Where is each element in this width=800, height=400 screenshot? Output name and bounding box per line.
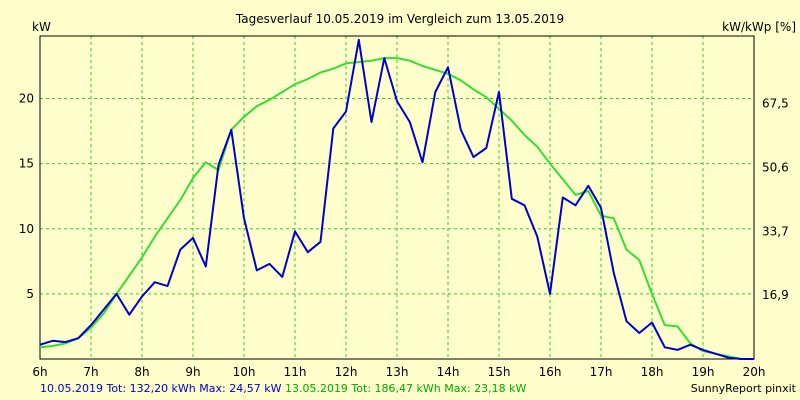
series-layer	[39, 38, 754, 360]
x-tick-label: 20h	[743, 365, 766, 379]
y-tick-label-right: 50,6	[762, 161, 789, 175]
footer-credit: SunnyReport pinxit	[690, 382, 796, 395]
x-tick-label: 17h	[590, 365, 613, 379]
y-tick-label-left: 5	[26, 287, 34, 301]
y-tick-label-right: 33,7	[762, 224, 789, 238]
x-tick-label: 9h	[185, 365, 200, 379]
chart-title: Tagesverlauf 10.05.2019 im Vergleich zum…	[235, 12, 564, 26]
x-tick-label: 12h	[335, 365, 358, 379]
footer-stats-green: 13.05.2019 Tot: 186,47 kWh Max: 23,18 kW	[284, 382, 527, 395]
y-axis-label-left: kW	[32, 20, 51, 34]
plot-frame	[39, 35, 755, 360]
series-line-10-05-2019	[39, 38, 754, 360]
x-tick-label: 16h	[539, 365, 562, 379]
x-tick-label: 13h	[386, 365, 409, 379]
x-tick-label: 14h	[437, 365, 460, 379]
x-tick-label: 6h	[32, 365, 47, 379]
x-tick-label: 19h	[692, 365, 715, 379]
grid	[40, 36, 754, 359]
x-tick-label: 18h	[641, 365, 664, 379]
tick-labels: 6h 7h 8h 9h 10h 11h 12h 13h 14h 15h 16h 17h 18h 19h 20…	[19, 92, 789, 379]
x-tick-label: 8h	[134, 365, 149, 379]
y-tick-label-left: 10	[19, 222, 34, 236]
y-tick-label-right: 67,5	[762, 97, 789, 111]
y-tick-label-left: 20	[19, 92, 34, 106]
y-axis-label-right: kW/kWp [%]	[722, 20, 796, 34]
x-tick-label: 15h	[488, 365, 511, 379]
footer-stats-blue: 10.05.2019 Tot: 132,20 kWh Max: 24,57 kW	[40, 382, 282, 395]
x-tick-label: 10h	[233, 365, 256, 379]
x-tick-label: 7h	[83, 365, 98, 379]
x-tick-label: 11h	[284, 365, 307, 379]
footer-stats: 10.05.2019 Tot: 132,20 kWh Max: 24,57 kW…	[40, 382, 526, 395]
y-tick-label-left: 15	[19, 157, 34, 171]
series-line-13-05-2019	[39, 57, 754, 360]
y-tick-label-right: 16,9	[762, 288, 789, 302]
